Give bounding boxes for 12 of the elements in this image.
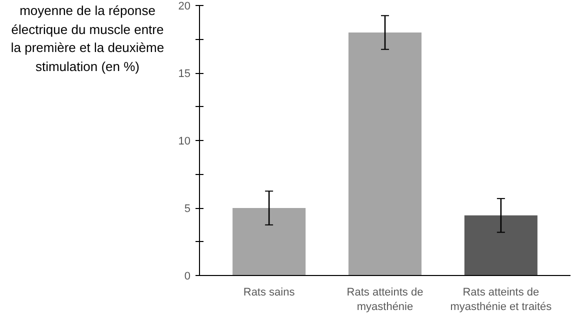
y-axis-title: moyenne de la réponse électrique du muscle entre la première et la deuxième stimulation (en %) bbox=[10, 2, 166, 76]
y-tick-label: 0 bbox=[184, 270, 191, 282]
x-tick-label: Rats atteints de myasthénie bbox=[346, 286, 424, 313]
x-tick-label: Rats sains bbox=[243, 286, 296, 298]
bar bbox=[232, 208, 306, 276]
y-tick-label: 15 bbox=[178, 68, 191, 80]
bar bbox=[348, 32, 422, 276]
y-tick-label: 20 bbox=[178, 0, 191, 12]
bar bbox=[464, 215, 538, 276]
x-tick-label: Rats atteints de myasthénie et traités bbox=[450, 286, 552, 313]
y-tick-label: 5 bbox=[184, 203, 191, 215]
y-tick-label: 10 bbox=[178, 136, 191, 148]
